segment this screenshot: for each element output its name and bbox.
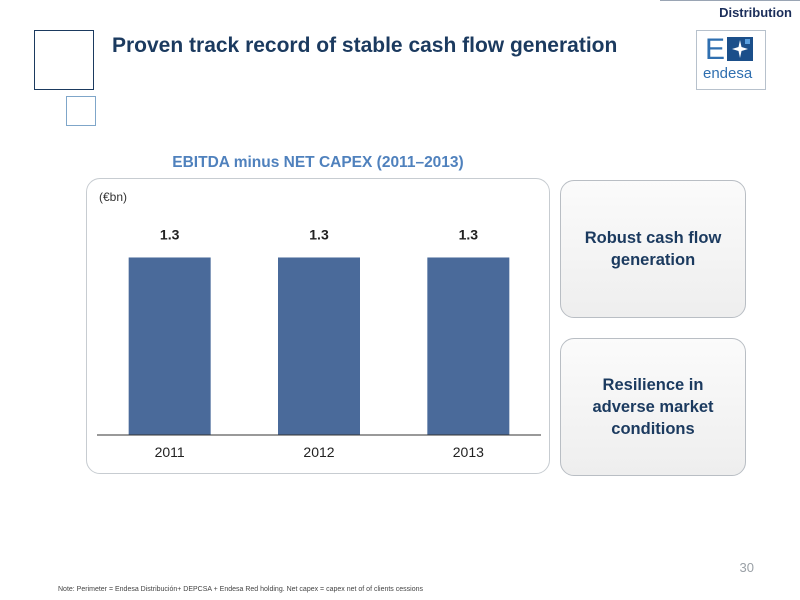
data-label-2012: 1.3: [309, 226, 329, 242]
bar-2013: [427, 257, 510, 435]
chart-title: EBITDA minus NET CAPEX (2011–2013): [172, 154, 464, 171]
logo-text: endesa: [703, 65, 753, 82]
unit-label: (€bn): [99, 190, 127, 204]
data-label-2013: 1.3: [459, 226, 479, 242]
x-tick-label-2011: 2011: [155, 444, 185, 460]
x-tick-label-2013: 2013: [453, 444, 484, 460]
bar-2012: [278, 257, 360, 435]
page-title: Proven track record of stable cash flow …: [112, 34, 618, 57]
decorative-square-large: [34, 30, 94, 90]
logo-star-icon: [727, 37, 753, 61]
side-box-text: Resilience in adverse market conditions: [592, 376, 714, 438]
bar-2011: [128, 257, 211, 435]
footnote: Note: Perimeter = Endesa Distribución+ D…: [58, 586, 423, 593]
endesa-logo: E endesa: [696, 30, 766, 90]
x-tick-label-2012: 2012: [303, 444, 334, 460]
decorative-square-small: [66, 96, 96, 126]
bar-chart: (€bn) 1.3 2011 1.3 2012 1.3 2013: [97, 190, 541, 460]
section-label: Distribution: [660, 0, 800, 22]
side-box-resilience: Resilience in adverse market conditions: [560, 338, 746, 476]
side-box-robust-cash-flow: Robust cash flow generation: [560, 180, 746, 318]
data-label-2011: 1.3: [160, 226, 180, 242]
page-number: 30: [739, 560, 754, 575]
chart-panel: (€bn) 1.3 2011 1.3 2012 1.3 2013: [86, 178, 550, 474]
logo-e-mark: E: [705, 33, 726, 66]
side-box-text: Robust cash flow generation: [584, 229, 722, 269]
